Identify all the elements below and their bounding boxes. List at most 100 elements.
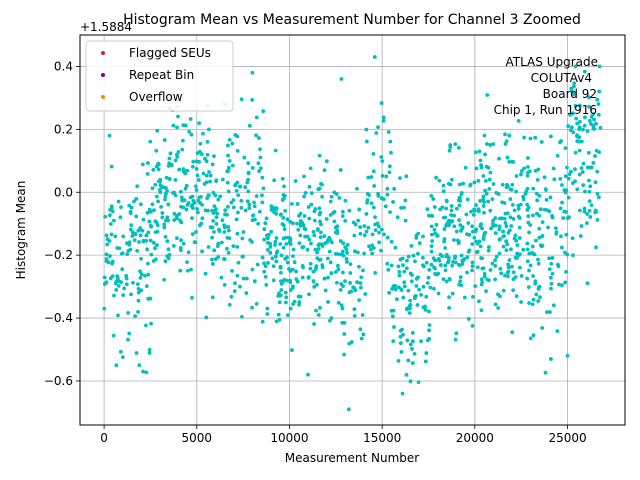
data-point xyxy=(381,197,386,202)
data-point xyxy=(127,242,132,247)
data-point xyxy=(564,232,569,237)
data-point xyxy=(560,200,564,205)
data-point xyxy=(472,208,477,213)
data-point xyxy=(328,260,333,265)
data-point xyxy=(280,198,285,202)
data-point xyxy=(288,306,293,311)
data-point xyxy=(283,290,288,295)
data-point xyxy=(119,205,123,210)
data-point xyxy=(374,131,379,135)
data-point xyxy=(470,224,475,229)
data-point xyxy=(194,166,199,171)
data-point xyxy=(352,313,357,318)
data-point xyxy=(510,182,515,187)
data-point xyxy=(452,256,457,260)
data-point xyxy=(441,215,446,220)
data-point xyxy=(343,279,347,284)
data-point xyxy=(401,295,406,300)
data-point xyxy=(461,181,466,186)
data-point xyxy=(313,247,318,252)
data-point xyxy=(336,267,341,272)
data-point xyxy=(571,253,575,258)
data-point xyxy=(403,198,408,203)
data-point xyxy=(218,194,223,199)
data-point xyxy=(284,235,289,240)
data-point xyxy=(151,240,156,245)
data-point xyxy=(226,228,231,233)
data-point xyxy=(152,208,156,213)
data-point xyxy=(504,224,509,229)
data-point xyxy=(525,247,530,252)
data-point xyxy=(283,300,288,305)
data-point xyxy=(208,179,212,184)
data-point xyxy=(547,256,552,261)
data-point xyxy=(190,295,194,300)
data-point xyxy=(269,204,274,209)
data-point xyxy=(127,331,132,336)
data-point xyxy=(470,294,475,299)
data-point xyxy=(388,210,392,215)
data-point xyxy=(112,218,116,223)
data-point xyxy=(543,187,548,192)
data-point xyxy=(261,109,266,114)
data-point xyxy=(189,267,193,272)
data-point xyxy=(119,251,124,256)
data-point xyxy=(402,284,407,289)
data-point xyxy=(140,228,145,233)
data-point xyxy=(525,202,530,207)
data-point xyxy=(283,209,288,213)
data-point xyxy=(490,261,495,266)
data-point xyxy=(385,235,390,240)
data-point xyxy=(438,263,443,267)
data-point xyxy=(478,158,483,163)
data-point xyxy=(581,183,586,188)
data-point xyxy=(205,152,210,157)
data-point xyxy=(570,125,574,130)
data-point xyxy=(338,168,343,172)
data-point xyxy=(282,184,286,189)
data-point xyxy=(312,233,317,238)
data-point xyxy=(257,209,262,214)
data-point xyxy=(284,242,289,246)
data-point xyxy=(554,231,559,236)
data-point xyxy=(311,279,316,283)
data-point xyxy=(126,337,130,342)
data-point xyxy=(467,233,472,237)
data-point xyxy=(305,247,310,252)
data-point xyxy=(509,187,514,192)
data-point xyxy=(404,266,409,271)
data-point xyxy=(574,116,579,121)
data-point xyxy=(588,215,593,219)
data-point xyxy=(179,238,183,243)
data-point xyxy=(481,266,486,271)
data-point xyxy=(195,206,199,211)
data-point xyxy=(175,213,179,218)
data-point xyxy=(568,113,572,117)
data-point xyxy=(406,254,411,259)
data-point xyxy=(124,282,129,287)
data-point xyxy=(149,252,154,257)
data-point xyxy=(550,271,555,276)
data-point xyxy=(409,279,414,284)
data-point xyxy=(145,247,150,252)
data-point xyxy=(252,279,257,284)
data-point xyxy=(446,255,451,260)
data-point xyxy=(178,218,182,223)
data-point xyxy=(450,263,455,268)
data-point xyxy=(147,351,152,355)
data-point xyxy=(560,283,564,288)
data-point xyxy=(387,170,392,175)
data-point xyxy=(521,194,526,199)
data-point xyxy=(358,231,363,236)
data-point xyxy=(327,249,332,254)
data-point xyxy=(398,176,402,181)
data-point xyxy=(473,150,478,155)
data-point xyxy=(145,171,150,176)
data-point xyxy=(563,280,568,285)
data-point xyxy=(318,230,323,235)
data-point xyxy=(226,250,231,255)
data-point xyxy=(146,297,151,301)
data-point xyxy=(237,184,242,189)
data-point xyxy=(559,234,563,239)
data-point xyxy=(512,236,517,241)
